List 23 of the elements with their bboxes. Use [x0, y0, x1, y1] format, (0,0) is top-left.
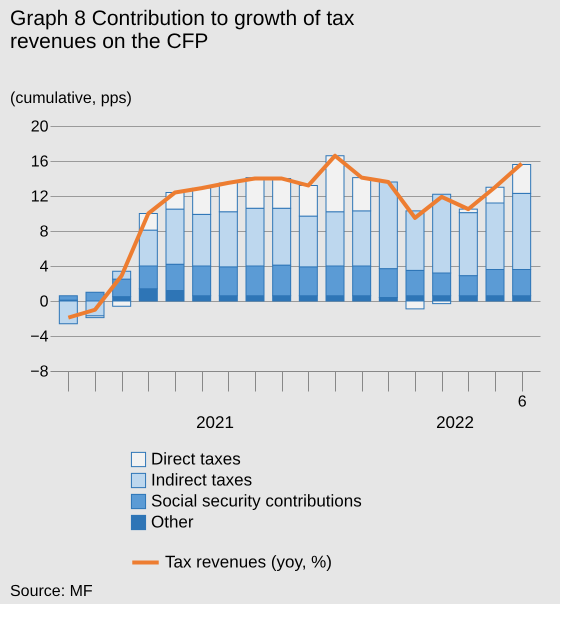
y-axis-title: (cumulative, pps)	[10, 90, 132, 107]
source-note: Source: MF	[10, 583, 93, 600]
bar	[406, 300, 424, 310]
bar	[112, 300, 132, 307]
chart-title: Graph 8 Contribution to growth of tax revenues on the CFP	[10, 7, 355, 53]
text: 2021	[196, 413, 234, 432]
line-series	[66, 154, 524, 320]
legend-label: Other	[151, 512, 194, 532]
legend-label: Indirect taxes	[151, 470, 252, 490]
y-tick-label: 20	[30, 118, 49, 136]
bar	[432, 300, 452, 304]
legend-label: Social security contributions	[151, 492, 362, 510]
y-tick-label: 4	[40, 258, 49, 276]
legend-label: Tax revenues (yoy, %)	[165, 552, 332, 572]
y-tick-label: 8	[40, 224, 49, 240]
x-tick-label: 6	[518, 394, 527, 410]
y-tick-label: −8	[30, 364, 49, 380]
y-tick-label: −4	[30, 328, 49, 346]
y-tick-label: 16	[30, 154, 49, 170]
y-tick-label: 0	[40, 294, 49, 310]
text: 2022	[436, 413, 474, 432]
legend-label: Direct taxes	[151, 450, 241, 468]
y-tick-label: 12	[30, 188, 49, 206]
